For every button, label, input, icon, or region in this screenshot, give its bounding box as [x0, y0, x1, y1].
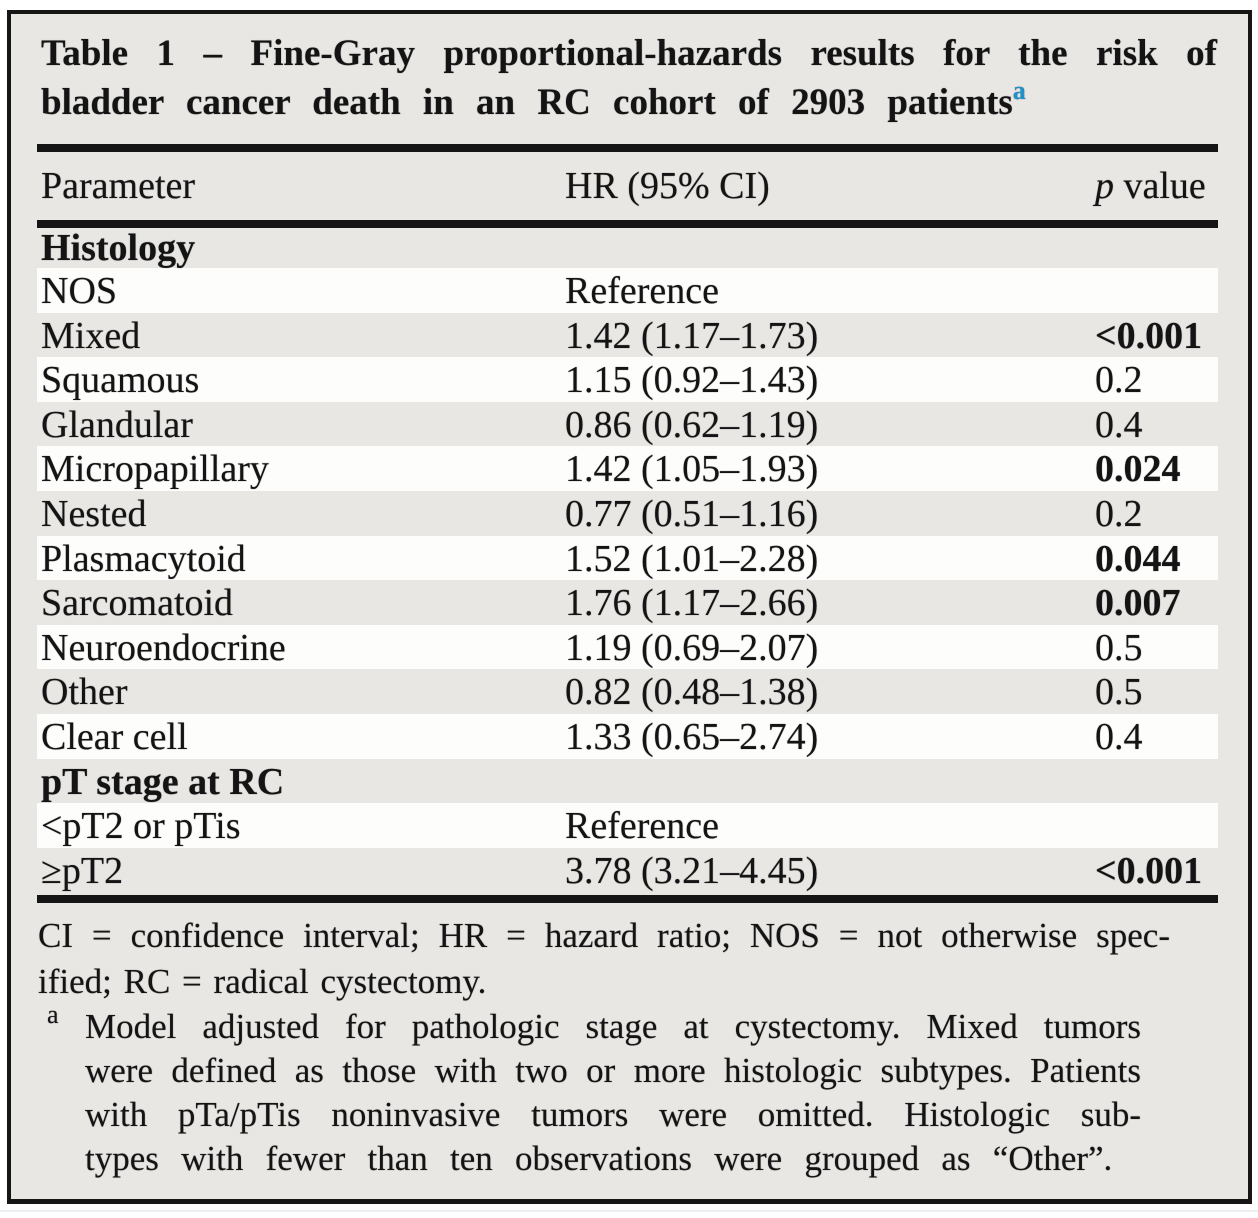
table-row-plasmacytoid: Plasmacytoid 1.52 (1.01–2.28) 0.044: [37, 535, 1218, 581]
footnote-a-line-4: types with fewer than ten observations w…: [85, 1139, 1113, 1179]
caption-line-1: Table 1 – Fine-Gray proportional-hazards…: [41, 33, 1217, 74]
table-row-lt-pt2: <pT2 or pTis Reference: [37, 803, 1218, 848]
rule-bottom: [37, 895, 1218, 904]
column-header-parameter: Parameter: [41, 165, 196, 207]
footnote-abbrev-line-2: ified; RC = radical cystectomy.: [38, 962, 487, 1002]
table-row-nested: Nested 0.77 (0.51–1.16) 0.2: [41, 492, 1143, 535]
column-header-row: Parameter HR (95% CI) p value: [37, 152, 1218, 220]
table-content: Table 1 – Fine-Gray proportional-hazards…: [37, 14, 1218, 1181]
table-caption: Table 1 – Fine-Gray proportional-hazards…: [37, 29, 1218, 127]
table-row-sarcomatoid: Sarcomatoid 1.76 (1.17–2.66) 0.007: [41, 582, 1181, 625]
footnote-a-text: Model adjusted for pathologic stage at c…: [85, 1005, 1141, 1181]
column-header-hr: HR (95% CI): [565, 165, 770, 207]
rule-top: [37, 144, 1218, 152]
table-row-neuroendocrine: Neuroendocrine 1.19 (0.69–2.07) 0.5: [37, 624, 1218, 670]
table-row-nos: NOS Reference: [37, 268, 1218, 313]
footnote-a-line-2: were defined as those with two or more h…: [85, 1051, 1141, 1091]
table-body: Histology NOS Reference Mixed 1.42 (1.17…: [37, 228, 1218, 892]
table-row-mixed: Mixed 1.42 (1.17–1.73) <0.001: [41, 314, 1203, 357]
table-frame: Table 1 – Fine-Gray proportional-hazards…: [7, 10, 1252, 1204]
caption-footnote-marker: a: [1012, 76, 1026, 105]
footnote-a-line-3: with pTa/pTis noninvasive tumors were om…: [85, 1095, 1141, 1135]
table-row-other: Other 0.82 (0.48–1.38) 0.5: [41, 671, 1143, 714]
table-row-glandular: Glandular 0.86 (0.62–1.19) 0.4: [41, 403, 1143, 446]
table-row-pt-stage: pT stage at RC: [41, 760, 285, 803]
table-row-micropapillary: Micropapillary 1.42 (1.05–1.93) 0.024: [37, 446, 1218, 491]
caption-line-2: bladder cancer death in an RC cohort of …: [41, 76, 1026, 124]
page-edge-line: [0, 1210, 1258, 1212]
table-row-histology: Histology: [41, 227, 196, 269]
footnote-abbreviations: CI = confidence interval; HR = hazard ra…: [38, 913, 1170, 1005]
table-row-ge-pt2: ≥pT2 3.78 (3.21–4.45) <0.001: [41, 849, 1203, 892]
footnote-abbrev-line-1: CI = confidence interval; HR = hazard ra…: [38, 916, 1170, 956]
footnote-a: a Model adjusted for pathologic stage at…: [38, 999, 1218, 1181]
column-header-p-value: p value: [1095, 165, 1206, 207]
table-row-clear-cell: Clear cell 1.33 (0.65–2.74) 0.4: [37, 713, 1218, 759]
table-row-squamous: Squamous 1.15 (0.92–1.43) 0.2: [37, 357, 1218, 402]
footnote-a-line-1: Model adjusted for pathologic stage at c…: [85, 1007, 1141, 1047]
footnote-a-marker: a: [47, 999, 59, 1029]
rule-header: [37, 220, 1218, 228]
